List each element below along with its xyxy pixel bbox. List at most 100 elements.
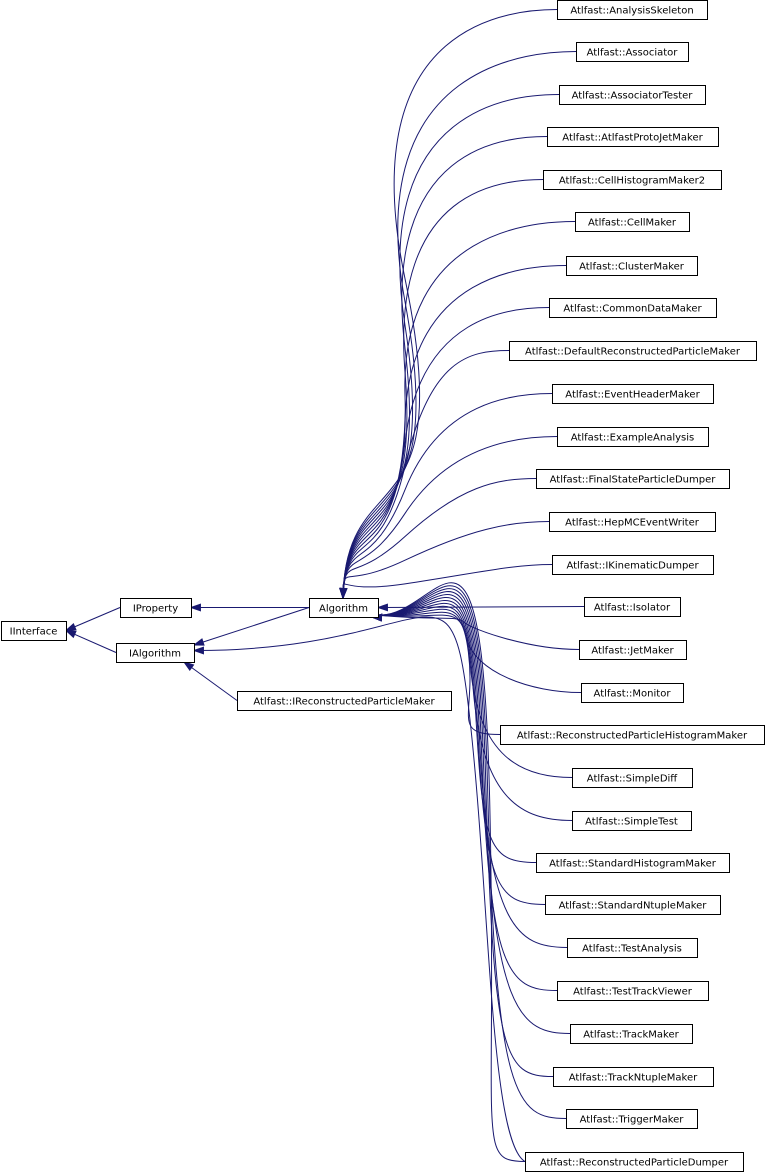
class-node-n9[interactable]: Atlfast::EventHeaderMaker <box>552 384 714 404</box>
class-node-label: Atlfast::TriggerMaker <box>580 1115 685 1126</box>
edge-n8-to-algorithm <box>342 350 510 599</box>
class-node-algorithm[interactable]: Algorithm <box>309 598 379 618</box>
class-node-label: Atlfast::TestTrackViewer <box>573 987 693 998</box>
class-node-irpm[interactable]: Atlfast::IReconstructedParticleMaker <box>237 691 452 711</box>
edge-n0-to-algorithm <box>342 9 558 599</box>
class-node-n19[interactable]: Atlfast::SimpleTest <box>572 811 692 831</box>
edge-n27-to-algorithm <box>375 582 526 1162</box>
class-node-n13[interactable]: Atlfast::IKinematicDumper <box>552 555 714 575</box>
class-node-n17[interactable]: Atlfast::ReconstructedParticleHistogramM… <box>500 725 765 745</box>
edge-n4-to-algorithm <box>342 179 544 599</box>
class-node-box <box>572 811 692 831</box>
edge-n27-to-ialgorithm-arrowhead <box>192 646 204 655</box>
class-node-box <box>575 212 690 232</box>
edge-n18-to-algorithm <box>375 608 573 778</box>
edge-n23-to-algorithm <box>375 594 558 991</box>
class-node-n12[interactable]: Atlfast::HepMCEventWriter <box>549 512 716 532</box>
class-node-label: Atlfast::IReconstructedParticleMaker <box>253 697 435 708</box>
class-node-n15[interactable]: Atlfast::JetMaker <box>579 640 687 660</box>
class-node-box <box>566 256 698 276</box>
class-node-box <box>549 512 716 532</box>
class-node-box <box>237 691 452 711</box>
class-node-label: Atlfast::AssociatorTester <box>572 91 694 102</box>
class-node-box <box>576 42 689 62</box>
edge-iproperty-to-iinterface-arrowhead <box>64 622 77 632</box>
class-node-label: IInterface <box>10 627 58 638</box>
class-node-n16[interactable]: Atlfast::Monitor <box>581 683 684 703</box>
class-node-box <box>547 127 719 147</box>
class-node-label: Atlfast::Associator <box>587 48 679 59</box>
class-node-label: Atlfast::FinalStateParticleDumper <box>550 475 717 486</box>
edge-ialgorithm-to-iinterface-arrowhead <box>64 629 77 639</box>
class-node-box <box>579 640 687 660</box>
edge-n13-to-algorithm <box>342 564 553 599</box>
class-node-box <box>543 170 722 190</box>
class-node-n7[interactable]: Atlfast::CommonDataMaker <box>549 298 717 318</box>
class-node-label: Atlfast::AnalysisSkeleton <box>570 6 693 17</box>
edge-n5-to-algorithm <box>342 221 576 599</box>
edge-layer <box>64 9 585 1162</box>
edge-irpm-to-ialgorithm-arrowhead <box>182 661 195 672</box>
class-node-ialgorithm[interactable]: IAlgorithm <box>116 643 195 663</box>
class-node-iinterface[interactable]: IInterface <box>1 621 67 641</box>
class-node-label: Atlfast::CellHistogramMaker2 <box>559 176 705 187</box>
class-node-box <box>572 768 693 788</box>
class-node-box <box>509 341 757 361</box>
class-node-box <box>549 298 717 318</box>
class-node-box <box>116 643 195 663</box>
class-node-n26[interactable]: Atlfast::TriggerMaker <box>566 1109 698 1129</box>
class-node-box <box>553 1067 714 1087</box>
class-node-n27[interactable]: Atlfast::ReconstructedParticleDumper <box>525 1152 744 1172</box>
class-node-label: Atlfast::Monitor <box>594 689 672 700</box>
class-node-n6[interactable]: Atlfast::ClusterMaker <box>566 256 698 276</box>
class-node-box <box>525 1152 744 1172</box>
edge-n13-to-algorithm-arrowhead <box>339 587 348 600</box>
edge-n26-to-algorithm <box>375 585 567 1119</box>
class-node-n25[interactable]: Atlfast::TrackNtupleMaker <box>553 1067 714 1087</box>
class-node-n10[interactable]: Atlfast::ExampleAnalysis <box>557 427 709 447</box>
class-node-n8[interactable]: Atlfast::DefaultReconstructedParticleMak… <box>509 341 757 361</box>
class-node-n4[interactable]: Atlfast::CellHistogramMaker2 <box>543 170 722 190</box>
class-node-n18[interactable]: Atlfast::SimpleDiff <box>572 768 693 788</box>
class-node-box <box>1 621 67 641</box>
class-node-n0[interactable]: Atlfast::AnalysisSkeleton <box>557 0 708 20</box>
class-node-label: Algorithm <box>319 604 368 615</box>
class-node-n11[interactable]: Atlfast::FinalStateParticleDumper <box>536 469 730 489</box>
class-node-label: Atlfast::CommonDataMaker <box>563 304 702 315</box>
class-node-box <box>552 384 714 404</box>
class-node-label: Atlfast::SimpleTest <box>585 817 678 828</box>
class-node-iproperty[interactable]: IProperty <box>120 598 192 618</box>
edge-n14-to-algorithm-arrowhead <box>376 603 388 612</box>
class-node-n22[interactable]: Atlfast::TestAnalysis <box>567 938 698 958</box>
edge-n25-to-algorithm <box>375 588 554 1077</box>
class-node-n20[interactable]: Atlfast::StandardHistogramMaker <box>536 853 730 873</box>
class-node-n14[interactable]: Atlfast::Isolator <box>584 597 681 617</box>
class-node-label: Atlfast::CellMaker <box>588 218 677 229</box>
class-node-label: Atlfast::JetMaker <box>591 646 674 657</box>
class-node-n2[interactable]: Atlfast::AssociatorTester <box>559 85 706 105</box>
class-node-box <box>557 981 709 1001</box>
class-node-label: Atlfast::ExampleAnalysis <box>571 433 694 444</box>
class-node-n3[interactable]: Atlfast::AtlfastProtoJetMaker <box>547 127 719 147</box>
edge-n1-to-algorithm <box>342 51 577 599</box>
class-node-label: Atlfast::SimpleDiff <box>587 774 679 785</box>
class-node-label: Atlfast::IKinematicDumper <box>566 561 699 572</box>
class-node-n5[interactable]: Atlfast::CellMaker <box>575 212 690 232</box>
class-node-box <box>309 598 379 618</box>
class-node-label: Atlfast::ClusterMaker <box>579 262 685 273</box>
class-node-n1[interactable]: Atlfast::Associator <box>576 42 689 62</box>
edge-n16-to-algorithm <box>375 614 582 693</box>
class-node-box <box>552 555 714 575</box>
class-node-label: Atlfast::AtlfastProtoJetMaker <box>562 133 703 144</box>
edge-n21-to-algorithm <box>375 599 546 905</box>
edge-n10-to-algorithm <box>342 436 558 599</box>
class-node-n21[interactable]: Atlfast::StandardNtupleMaker <box>545 895 721 915</box>
edge-n2-to-algorithm <box>342 94 560 599</box>
class-node-box <box>545 895 721 915</box>
edge-n27-to-ialgorithm <box>195 616 526 1162</box>
class-node-label: Atlfast::TrackMaker <box>583 1030 679 1041</box>
class-node-box <box>567 938 698 958</box>
class-node-n24[interactable]: Atlfast::TrackMaker <box>570 1024 693 1044</box>
class-node-n23[interactable]: Atlfast::TestTrackViewer <box>557 981 709 1001</box>
